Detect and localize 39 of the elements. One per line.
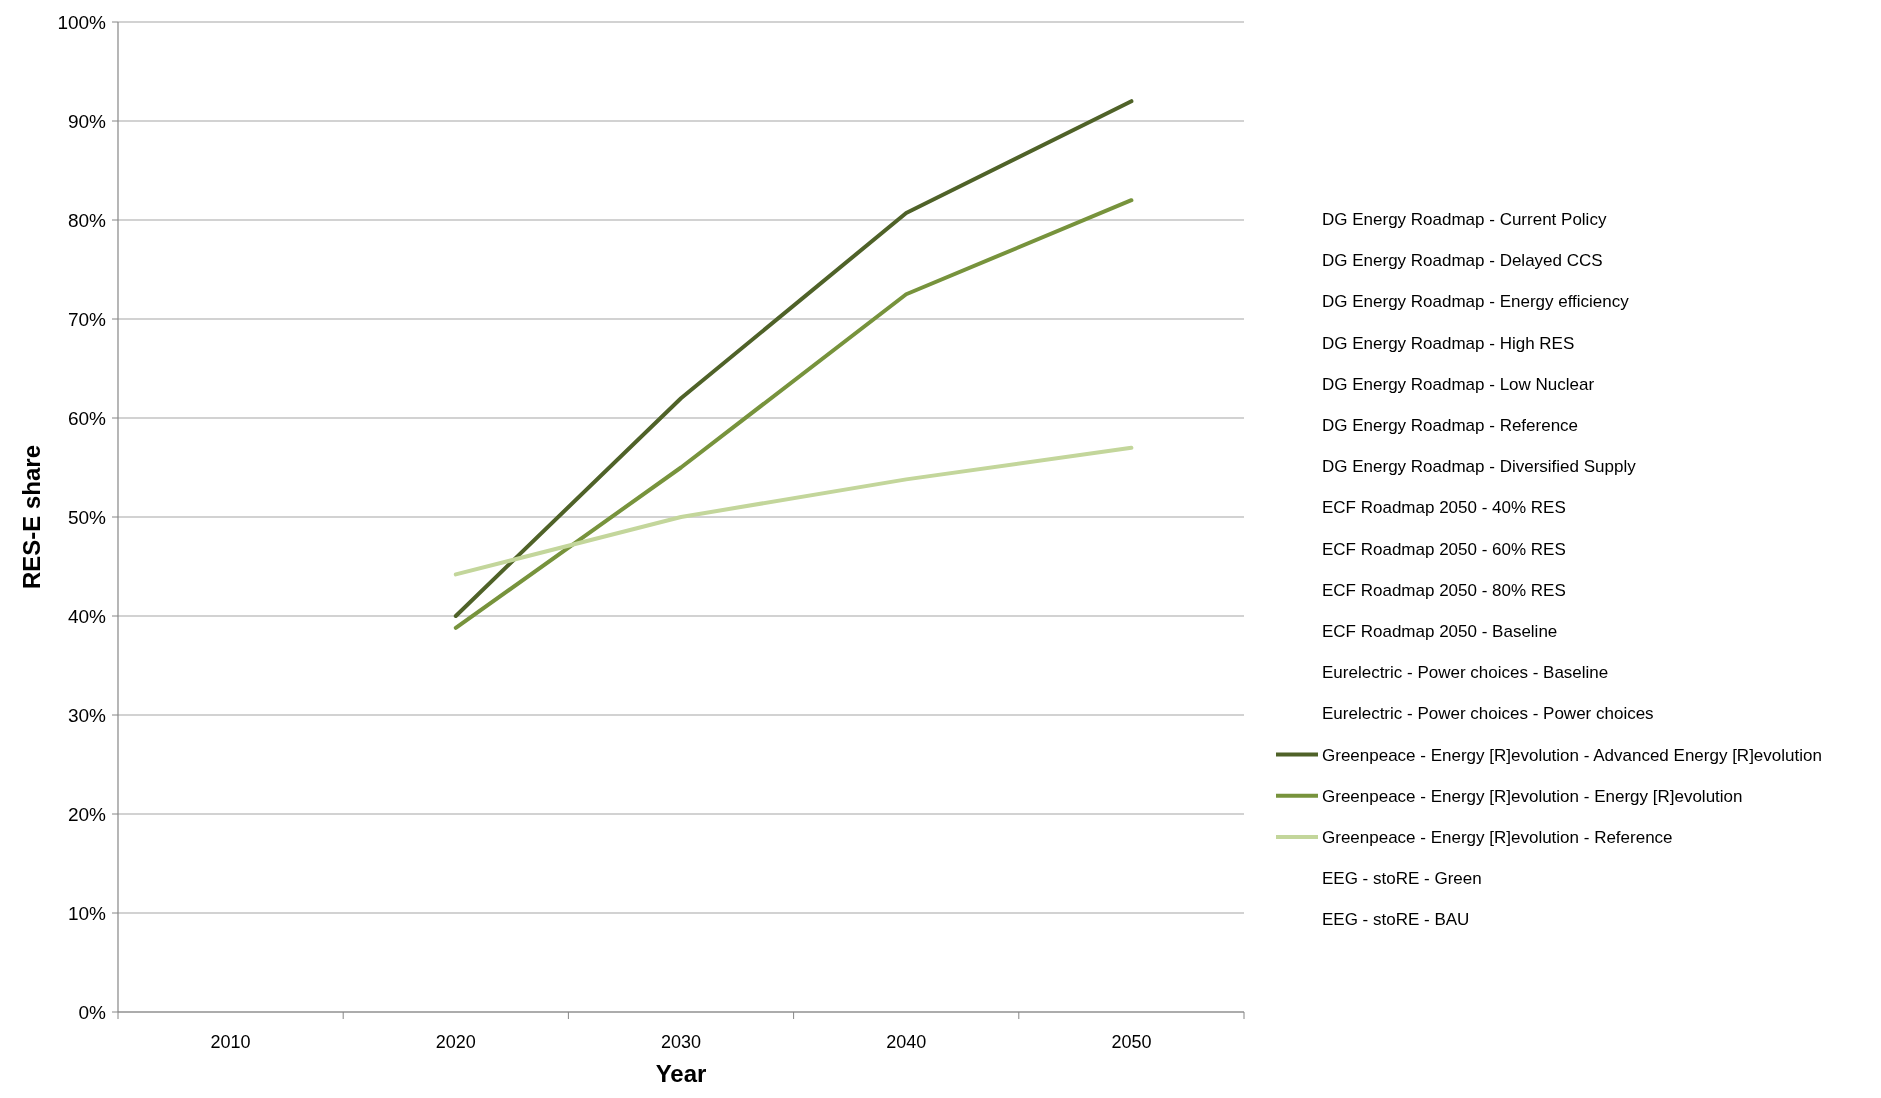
text: DG Energy Roadmap - High RES [1322,333,1575,353]
y-tick-label: 80% [67,209,107,231]
y-tick-label: 0% [78,1001,107,1023]
legend-label: Greenpeace - Energy [R]evolution - Reference [1322,827,1673,847]
legend-label: Greenpeace - Energy [R]evolution - Energy [R]evolution [1322,786,1743,806]
x-tick-label: 2050 [1111,1032,1152,1052]
line-series [453,445,1134,577]
y-tick-label: 90% [67,110,107,132]
y-tick-label: 20% [67,803,107,825]
text: ECF Roadmap 2050 - 60% RES [1322,539,1566,559]
x-tick-label: 2010 [210,1032,251,1052]
text: DG Energy Roadmap - Diversified Supply [1322,457,1637,477]
text: DG Energy Roadmap - Low Nuclear [1322,374,1595,394]
line-series [453,198,1134,630]
y-tick-label: 60% [67,407,107,429]
text: Eurelectric - Power choices - Baseline [1322,663,1609,683]
y-tick-label: 30% [67,704,107,726]
x-tick-label: 2030 [660,1032,702,1052]
text: ECF Roadmap 2050 - 40% RES [1322,498,1566,518]
text: DG Energy Roadmap - Reference [1322,415,1579,435]
text: DG Energy Roadmap - Energy efficiency [1322,292,1630,312]
text: Eurelectric - Power choices - Power choices [1322,704,1654,724]
y-tick-label: 10% [67,902,107,924]
y-tick-label: 100% [57,11,107,33]
x-tick-label: 2040 [886,1032,927,1052]
y-tick-label: 50% [67,506,107,528]
text: EEG - stoRE - Green [1322,869,1482,889]
legend-label: Greenpeace - Energy [R]evolution - Advanced Energy [R]evolution [1322,745,1822,765]
text: ECF Roadmap 2050 - Baseline [1322,621,1558,641]
y-tick-label: 70% [67,308,107,330]
text: EEG - stoRE - BAU [1322,910,1470,930]
text: DG Energy Roadmap - Delayed CCS [1322,251,1603,271]
text: ECF Roadmap 2050 - 80% RES [1322,580,1566,600]
y-tick-label: 40% [67,605,107,627]
x-tick-label: 2020 [435,1032,476,1052]
text: DG Energy Roadmap - Current Policy [1322,209,1607,229]
line-series [453,99,1134,618]
y-axis-title: RES-E share [18,444,45,590]
x-axis-title: Year [655,1060,707,1087]
